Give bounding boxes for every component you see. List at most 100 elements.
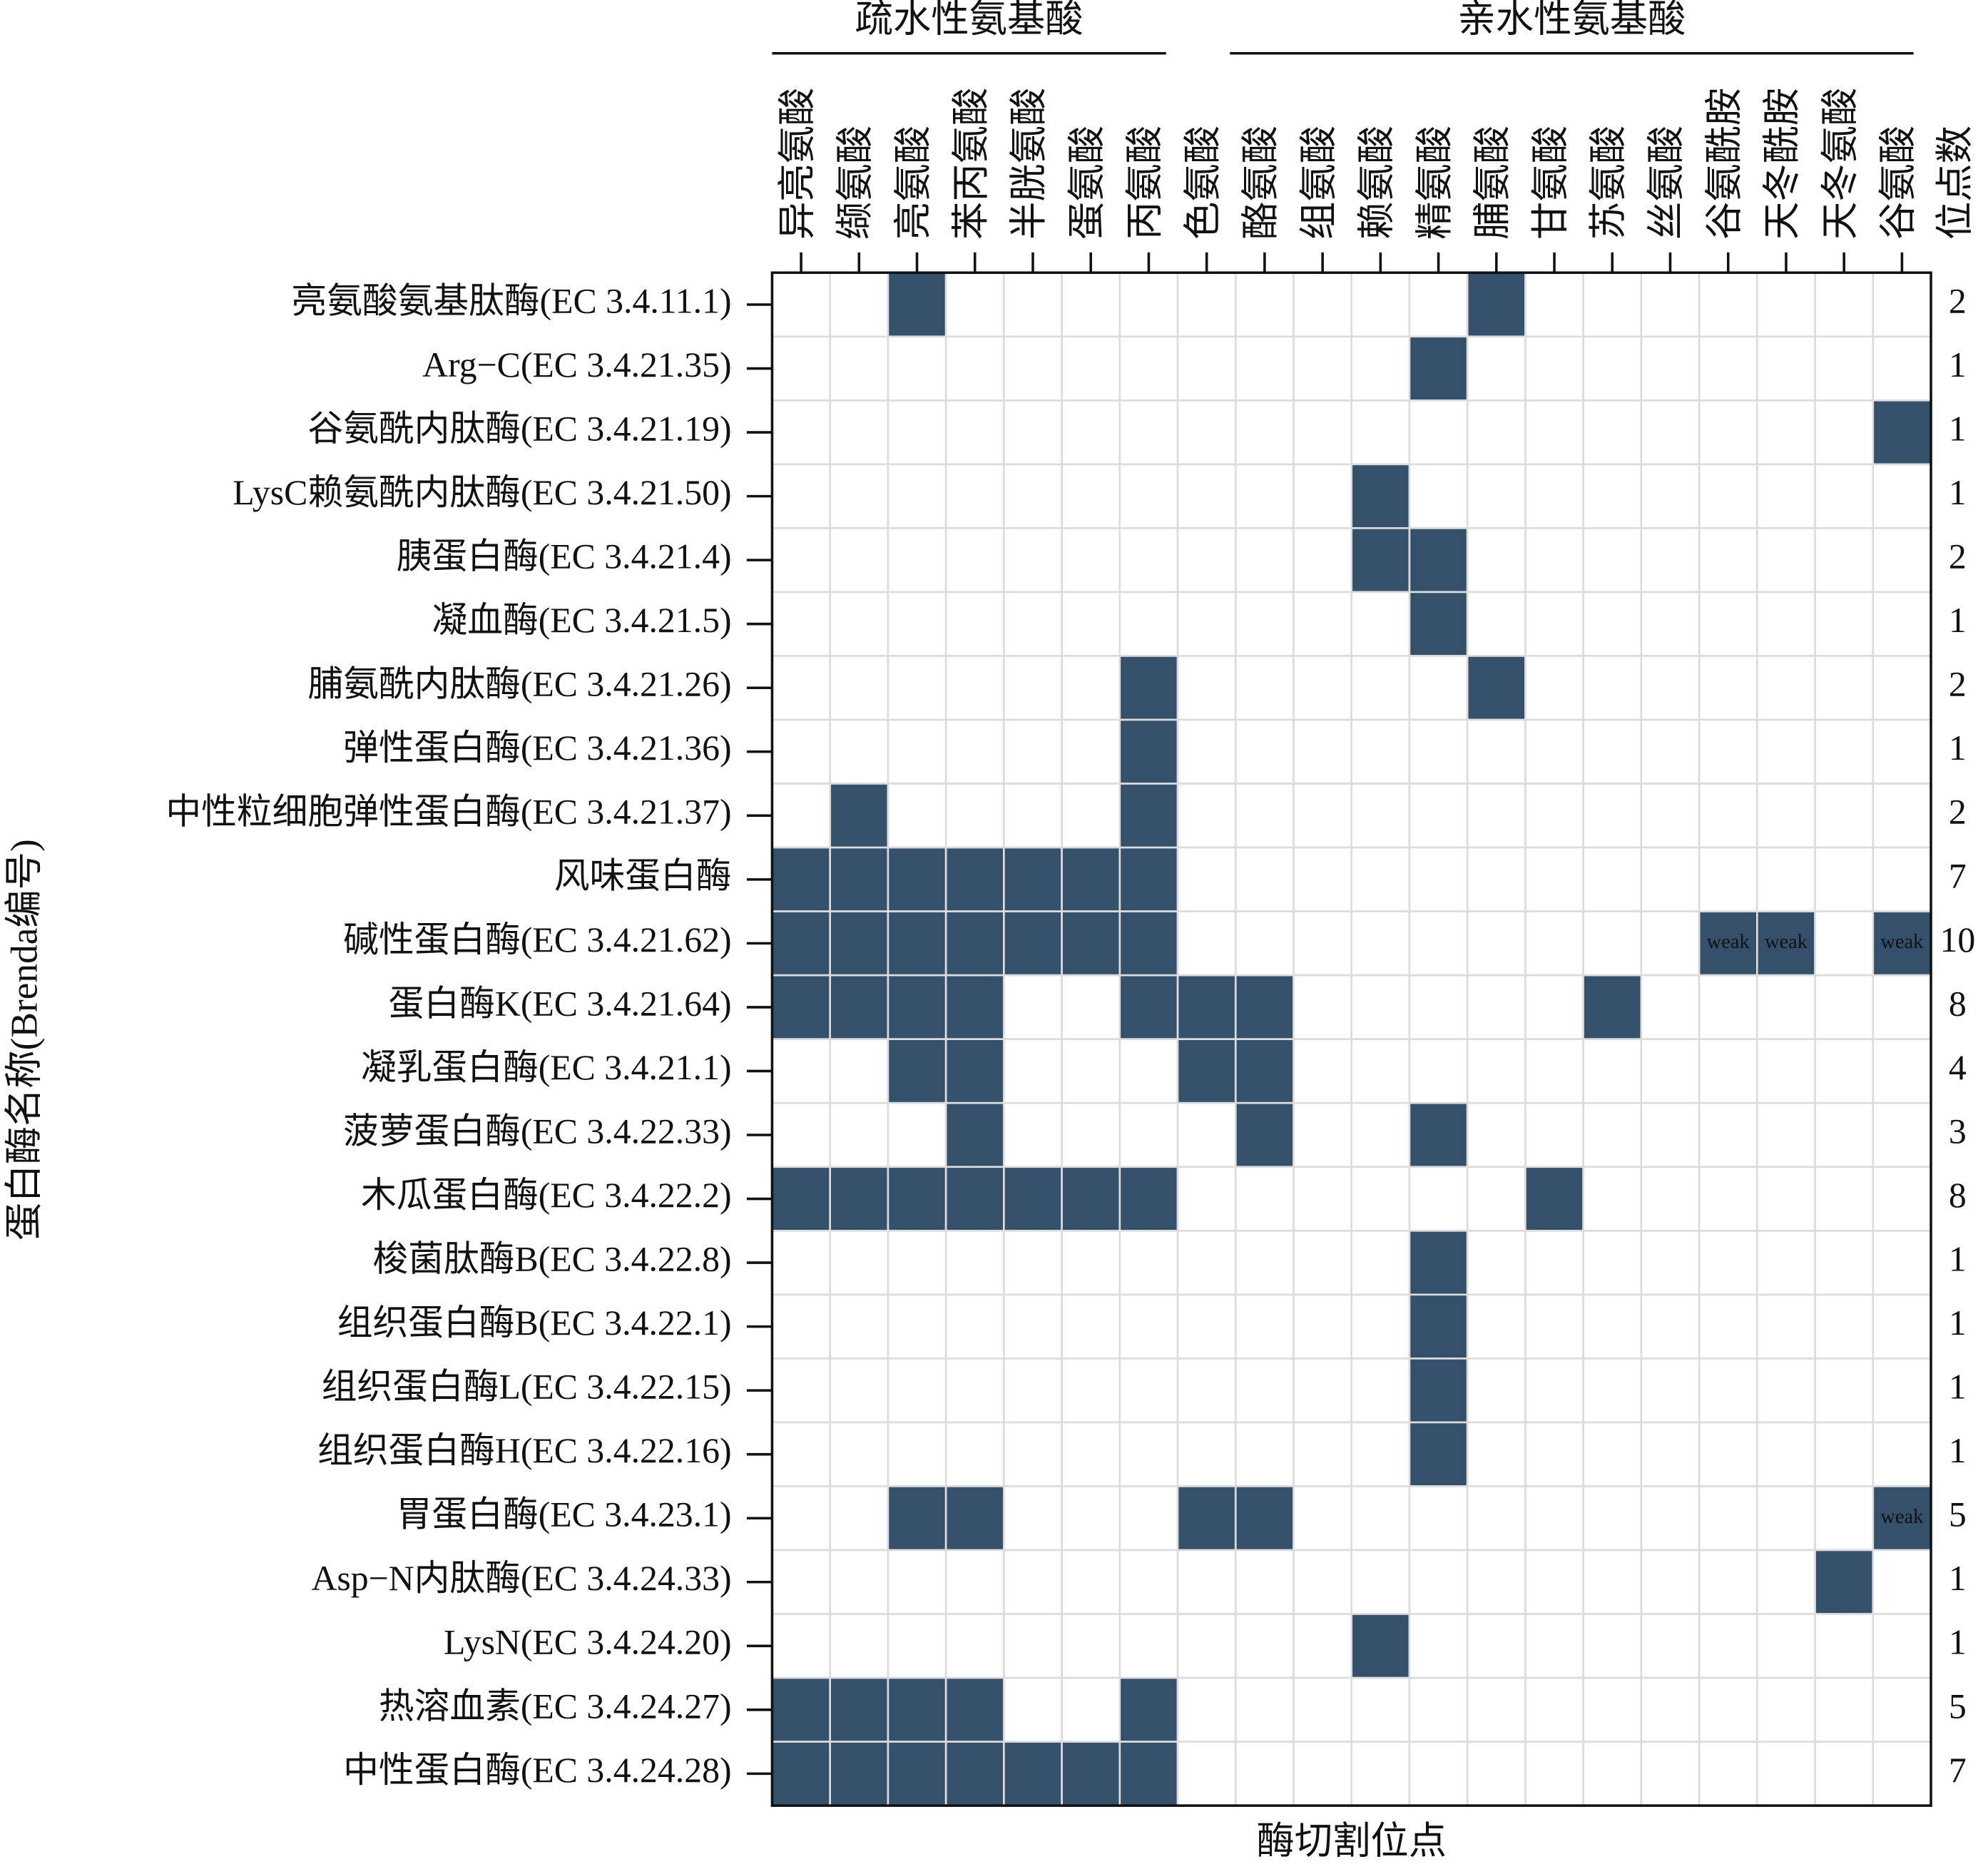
cell	[1814, 846, 1875, 912]
cell	[1061, 591, 1121, 657]
cell	[1408, 910, 1469, 977]
cell	[1524, 1485, 1584, 1552]
cell	[1814, 335, 1875, 402]
cell	[1293, 335, 1353, 402]
count-label: 8	[1949, 1176, 1967, 1215]
cell	[1003, 1549, 1063, 1615]
cell	[771, 783, 832, 849]
row-label: 梭菌肽酶B(EC 3.4.22.8)	[373, 1239, 732, 1278]
row-label: LysN(EC 3.4.24.20)	[444, 1623, 732, 1662]
cell	[1524, 271, 1584, 338]
cell	[1176, 1358, 1237, 1424]
cell	[1524, 974, 1584, 1041]
row-label: 胰蛋白酶(EC 3.4.21.4)	[397, 537, 732, 576]
cell	[1814, 399, 1875, 466]
cell	[944, 655, 1005, 721]
cell	[1234, 335, 1295, 402]
cell	[1234, 1741, 1295, 1807]
cell	[1640, 1293, 1701, 1360]
cell	[1755, 974, 1816, 1041]
cell	[771, 527, 832, 594]
cell	[1118, 1229, 1179, 1296]
cell	[1582, 335, 1643, 402]
cell	[1234, 1293, 1295, 1360]
column-label: 天冬酰胺	[1760, 88, 1803, 240]
cell	[1640, 846, 1701, 912]
row-label: 风味蛋白酶	[554, 856, 732, 895]
column-label: 色氨酸	[1181, 126, 1224, 240]
cell	[1176, 591, 1237, 657]
cell	[887, 1485, 947, 1552]
cell	[1350, 399, 1411, 466]
cell	[1118, 1421, 1179, 1487]
cell	[1061, 271, 1121, 338]
cell	[1814, 1741, 1875, 1807]
cell	[1524, 1613, 1584, 1679]
cell	[1293, 1485, 1353, 1552]
cell	[1350, 1676, 1411, 1743]
cell	[1872, 1166, 1932, 1232]
cell	[944, 783, 1005, 849]
cell	[1408, 1229, 1469, 1296]
cell	[1698, 1101, 1758, 1168]
cell	[1293, 783, 1353, 849]
cell	[1003, 1421, 1063, 1487]
cell	[771, 846, 832, 912]
row-label: LysC赖氨酰内肽酶(EC 3.4.21.50)	[233, 473, 731, 512]
group-label: 亲水性氨基酸	[1457, 0, 1686, 40]
cell	[1466, 591, 1526, 657]
cell	[1698, 463, 1758, 529]
plot-frame	[770, 271, 1932, 1807]
cell	[1814, 527, 1875, 594]
cell	[1176, 718, 1237, 785]
cell	[1698, 1613, 1758, 1679]
cell	[1582, 718, 1643, 785]
cell	[1061, 655, 1121, 721]
cell	[1466, 1613, 1526, 1679]
column-label: 脯氨酸	[1471, 126, 1514, 240]
cell	[1176, 271, 1237, 338]
cell	[1814, 974, 1875, 1041]
cell	[1003, 591, 1063, 657]
cell	[1872, 1293, 1932, 1360]
cell	[1466, 1101, 1526, 1168]
cell	[1582, 1229, 1643, 1296]
cell	[1755, 655, 1816, 721]
cell	[1350, 1038, 1411, 1104]
cell	[1350, 655, 1411, 721]
cell	[771, 974, 832, 1041]
cell	[1293, 1676, 1353, 1743]
cell	[1118, 783, 1179, 849]
column-label: 丝氨酸	[1645, 126, 1688, 240]
cell	[887, 1229, 947, 1296]
cell	[1293, 1549, 1353, 1615]
cell	[829, 974, 889, 1041]
cell	[1176, 1038, 1237, 1104]
row-label: Asp−N内肽酶(EC 3.4.24.33)	[311, 1559, 731, 1598]
cell	[1872, 1229, 1932, 1296]
cell	[1582, 1613, 1643, 1679]
cell	[771, 655, 832, 721]
cell	[1582, 655, 1643, 721]
cell	[1003, 718, 1063, 785]
cell	[1003, 783, 1063, 849]
cell	[1293, 846, 1353, 912]
cell	[944, 399, 1005, 466]
cell	[1582, 1166, 1643, 1232]
cell	[1118, 910, 1179, 977]
cell	[1003, 910, 1063, 977]
cell	[887, 335, 947, 402]
cell	[771, 1421, 832, 1487]
row-label: 菠萝蛋白酶(EC 3.4.22.33)	[343, 1111, 731, 1151]
cell	[1524, 1293, 1584, 1360]
cell	[1234, 527, 1295, 594]
cell	[1234, 718, 1295, 785]
cell	[1118, 1101, 1179, 1168]
cell	[1814, 783, 1875, 849]
column-label: 酪氨酸	[1239, 126, 1282, 240]
cell	[1640, 1485, 1701, 1552]
cell	[829, 846, 889, 912]
cell	[1003, 974, 1063, 1041]
cell	[1350, 527, 1411, 594]
